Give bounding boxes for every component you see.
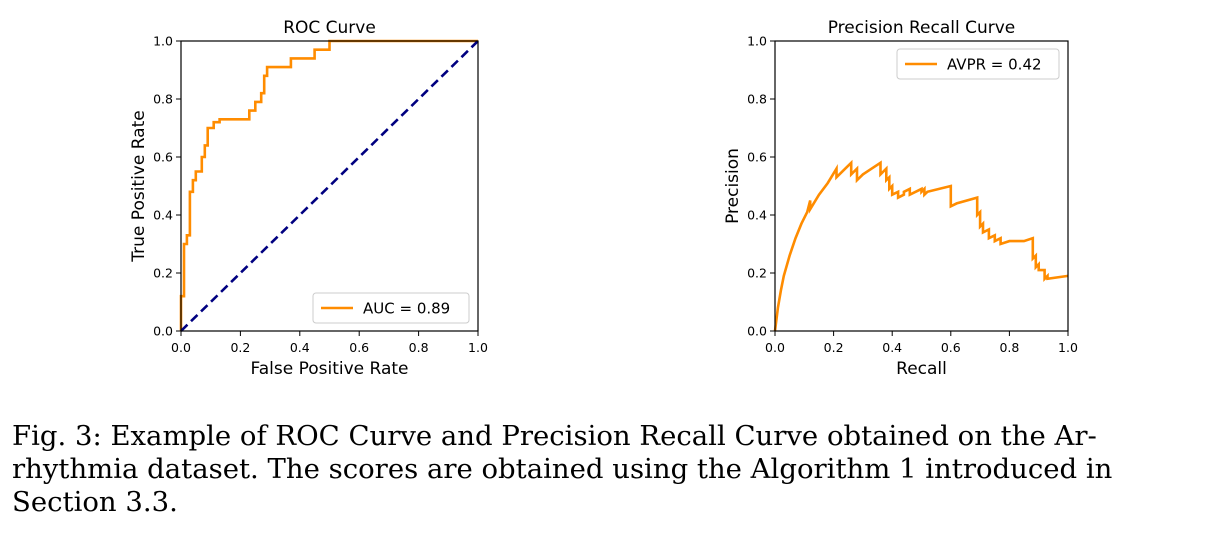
x-axis-label: False Positive Rate: [251, 359, 409, 379]
x-tick-label: 0.2: [824, 340, 844, 355]
chart-title: ROC Curve: [283, 18, 376, 38]
x-tick-label: 1.0: [1058, 340, 1078, 355]
y-tick-label: 0.8: [153, 92, 173, 107]
x-tick-label: 0.4: [882, 340, 902, 355]
x-tick-label: 0.6: [941, 340, 961, 355]
roc-chart: 0.0 0.2 0.4 0.6 0.8 1.0 0.0 0.2 0.4 0.6 0.8 1.0 ROC …: [129, 18, 488, 379]
legend-box: [312, 292, 470, 324]
series-line: [179, 39, 478, 331]
y-tick-label: 0.2: [747, 266, 767, 281]
axes-frame: [180, 40, 479, 332]
y-tick-label: 0.4: [153, 208, 173, 223]
y-tick-label: 0.8: [747, 92, 767, 107]
y-tick-label: 0.2: [153, 266, 173, 281]
chart-title: Precision Recall Curve: [828, 18, 1016, 38]
y-tick-label: 0.6: [153, 150, 173, 165]
axes-frame: [774, 40, 1069, 332]
series-line: [773, 159, 1069, 332]
figure-charts: 0.0 0.2 0.4 0.6 0.8 1.0 0.0 0.2 0.4 0.6 0.8 1.0 ROC …: [129, 18, 1078, 379]
x-tick-label: 0.8: [999, 340, 1019, 355]
x-tick-label: 0.0: [765, 340, 785, 355]
y-axis-label: True Positive Rate: [129, 110, 149, 262]
y-axis-label: Precision: [723, 148, 743, 224]
y-tick-label: 0.0: [153, 324, 173, 339]
y-tick-label: 0.4: [747, 208, 767, 223]
legend-label: AVPR = 0.42: [947, 56, 1042, 74]
caption-line-2: rhythmia dataset. The scores are obtaine…: [12, 453, 1113, 485]
precision-recall-chart: 0.0 0.2 0.4 0.6 0.8 1.0 0.0 0.2 0.4 0.6 0.8 1.0 Prec…: [723, 18, 1078, 379]
x-axis-label: Recall: [896, 359, 947, 379]
diagonal-reference-line: [180, 40, 479, 332]
x-tick-label: 0.4: [290, 340, 310, 355]
x-tick-label: 0.6: [349, 340, 369, 355]
y-tick-label: 0.0: [747, 324, 767, 339]
y-tick-label: 1.0: [153, 34, 173, 49]
legend-box: [896, 48, 1060, 80]
y-tick-label: 1.0: [747, 34, 767, 49]
x-tick-label: 0.8: [409, 340, 429, 355]
figure-caption: Fig. 3: Example of ROC Curve and Precisi…: [12, 420, 1200, 519]
caption-line-1: Fig. 3: Example of ROC Curve and Precisi…: [12, 420, 1097, 452]
caption-line-3: Section 3.3.: [12, 486, 178, 518]
x-tick-label: 0.2: [230, 340, 250, 355]
x-tick-label: 1.0: [468, 340, 488, 355]
legend-label: AUC = 0.89: [363, 300, 450, 318]
x-tick-label: 0.0: [171, 340, 191, 355]
y-tick-label: 0.6: [747, 150, 767, 165]
